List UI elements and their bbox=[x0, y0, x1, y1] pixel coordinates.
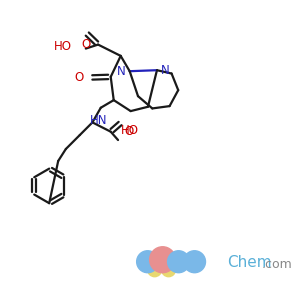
Text: HN: HN bbox=[90, 114, 107, 127]
Circle shape bbox=[168, 251, 190, 273]
Circle shape bbox=[137, 251, 159, 273]
Circle shape bbox=[150, 247, 175, 273]
Circle shape bbox=[162, 263, 176, 277]
Text: N: N bbox=[117, 65, 126, 78]
Text: O: O bbox=[74, 71, 84, 84]
Text: O: O bbox=[81, 38, 90, 51]
Text: O: O bbox=[124, 125, 134, 138]
Text: HO: HO bbox=[54, 40, 72, 53]
Text: N: N bbox=[160, 64, 169, 77]
Text: HO: HO bbox=[121, 124, 139, 137]
Text: .com: .com bbox=[261, 258, 292, 271]
Circle shape bbox=[184, 251, 206, 273]
Circle shape bbox=[148, 263, 162, 277]
Text: Chem: Chem bbox=[227, 255, 272, 270]
